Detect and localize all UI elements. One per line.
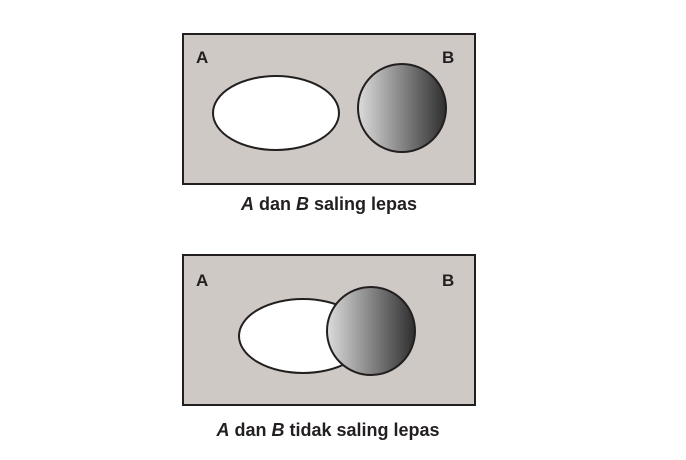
caption-set-b: B: [295, 194, 309, 214]
caption-set-b: B: [271, 420, 285, 440]
venn-diagram-disjoint: A B: [182, 33, 476, 185]
set-b-circle: [357, 63, 447, 153]
label-b: B: [442, 48, 454, 67]
caption-rest: saling lepas: [308, 194, 418, 214]
caption-set-a: A: [216, 420, 230, 440]
caption-overlapping: A dan B tidak saling lepas: [0, 420, 671, 441]
caption-conj: dan: [229, 420, 272, 440]
label-b: B: [442, 271, 454, 290]
caption-set-a: A: [240, 194, 254, 214]
caption-rest: tidak saling lepas: [284, 420, 440, 440]
label-a: A: [196, 48, 208, 67]
label-a: A: [196, 271, 208, 290]
venn-diagram-overlapping: A B: [182, 254, 476, 406]
set-a-ellipse: [212, 75, 340, 151]
caption-conj: dan: [253, 194, 296, 214]
caption-disjoint: A dan B saling lepas: [0, 194, 672, 215]
set-b-circle: [326, 286, 416, 376]
